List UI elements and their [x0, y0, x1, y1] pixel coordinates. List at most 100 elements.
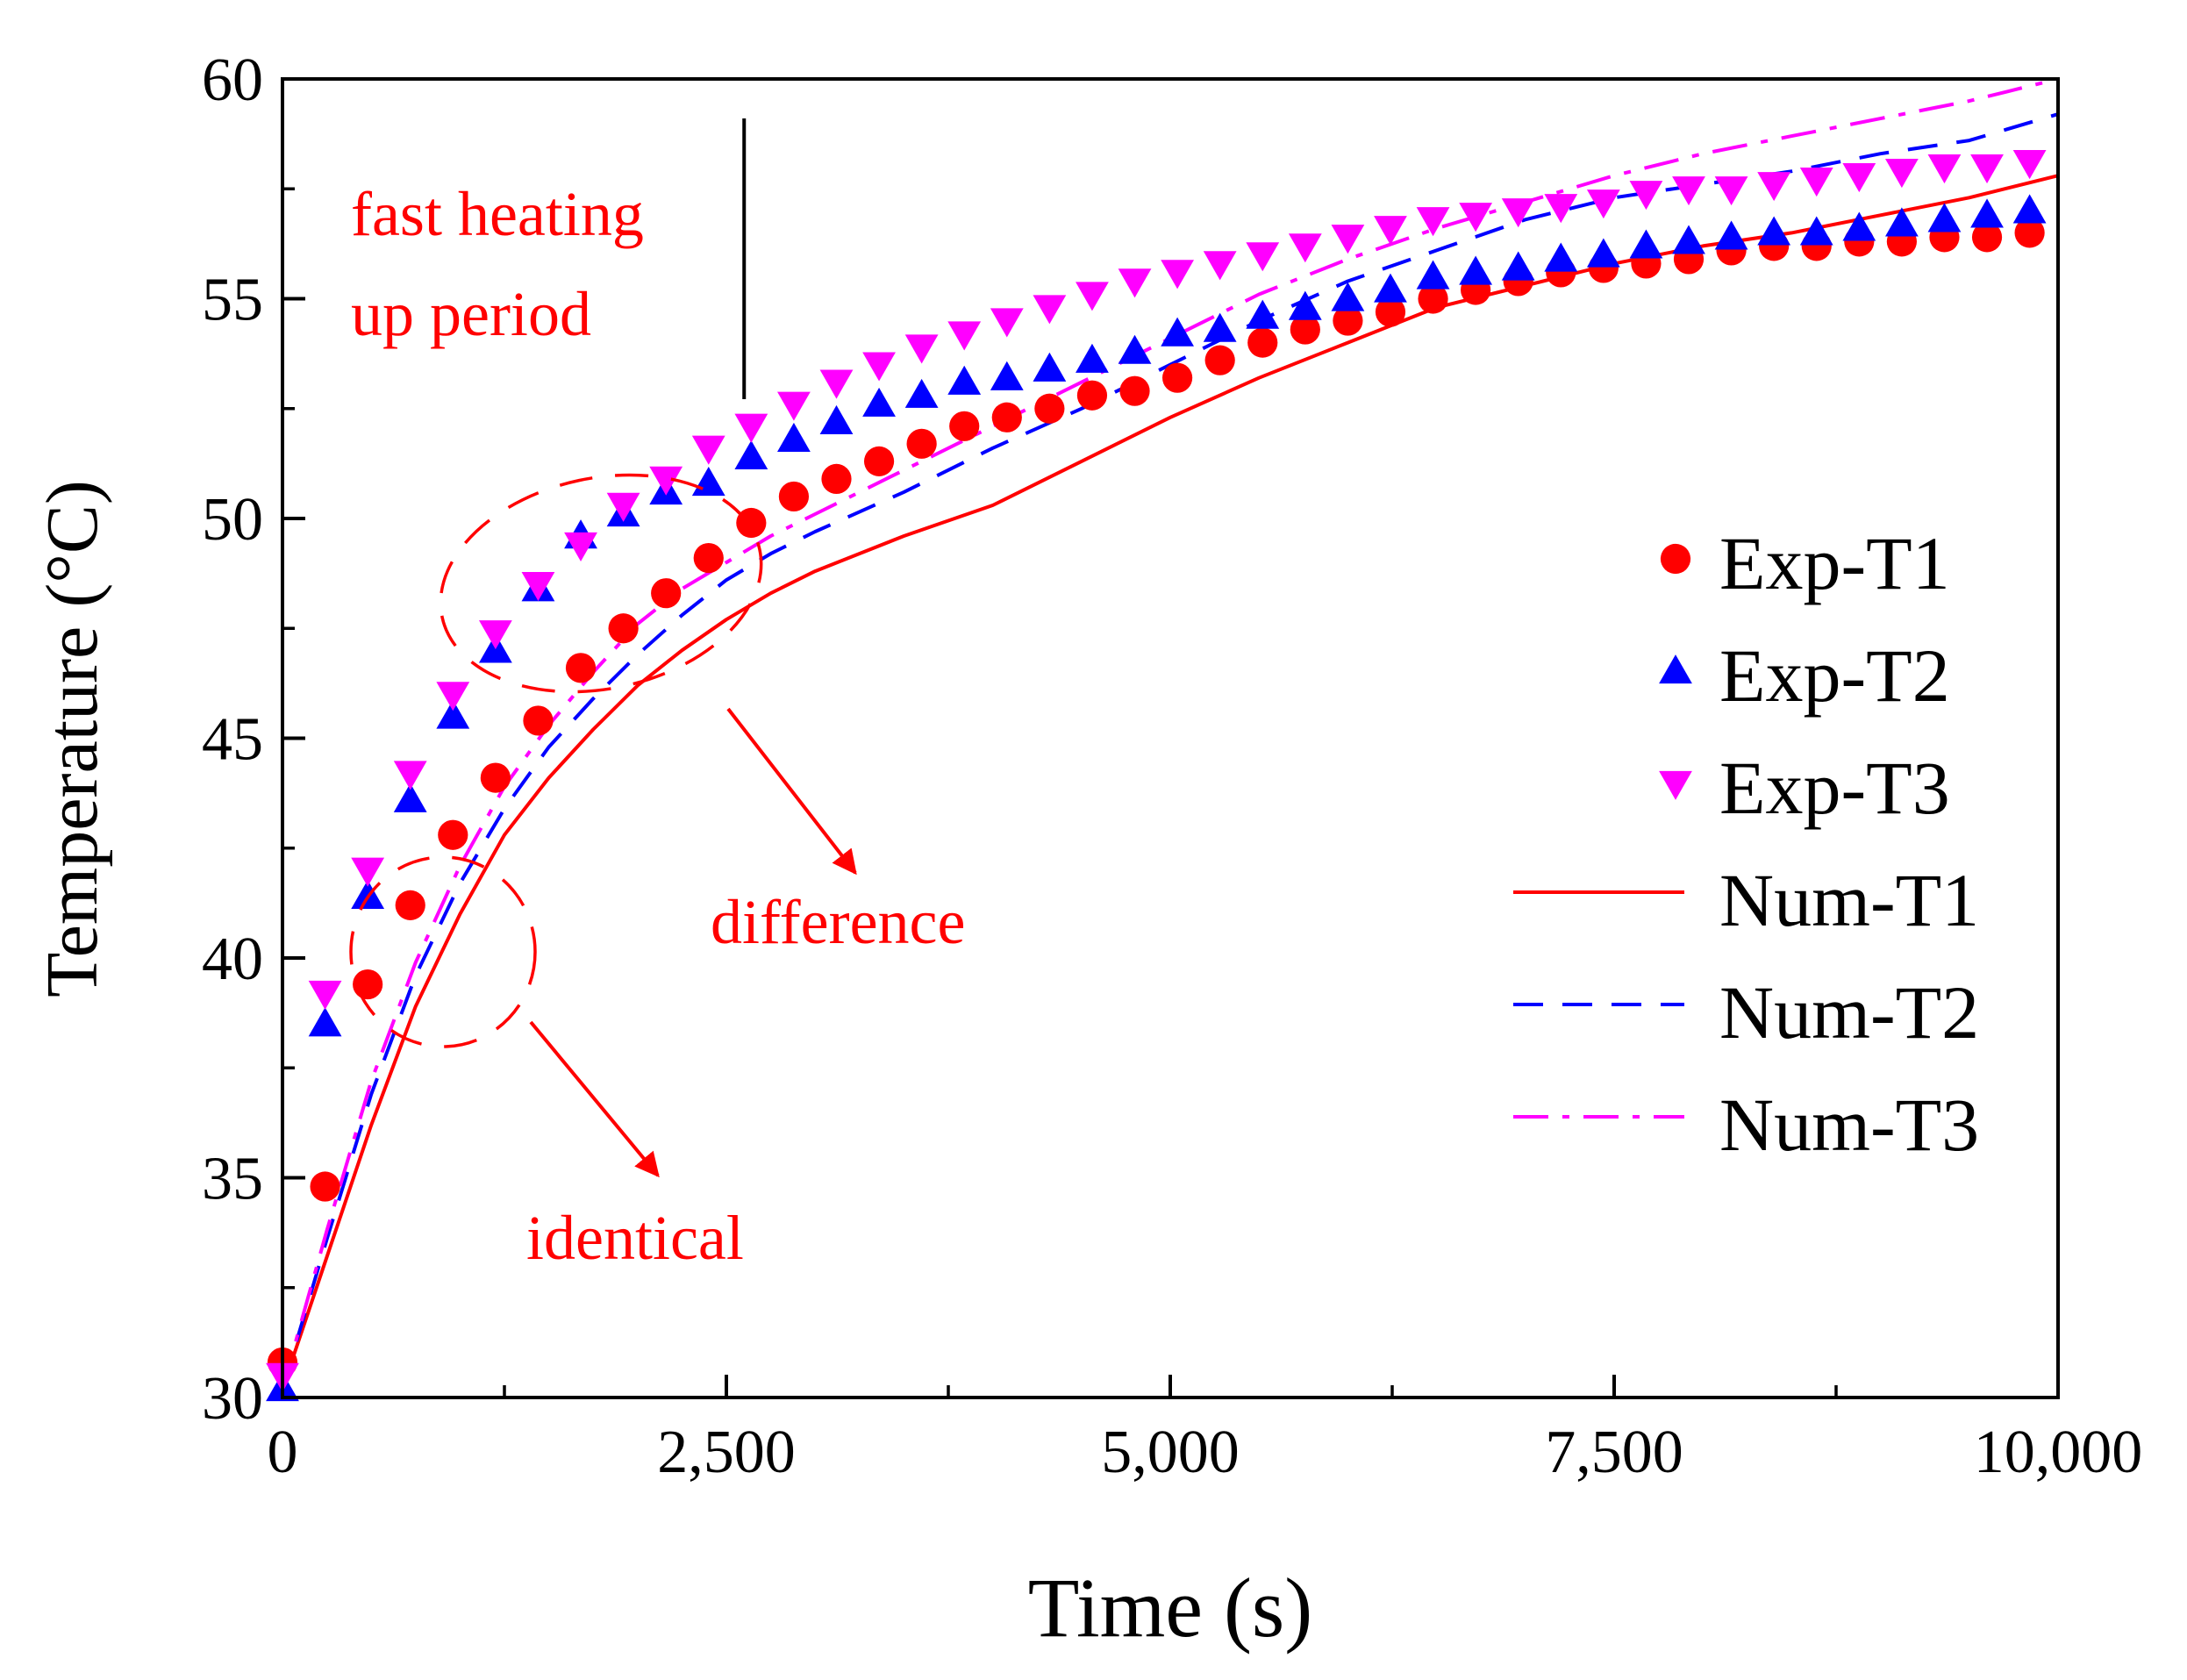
y-tick-label: 50	[202, 486, 263, 554]
data-point-exp-t1	[778, 481, 810, 512]
data-point-exp-t1	[1375, 297, 1406, 327]
data-point-exp-t1	[1204, 345, 1235, 375]
legend-symbol-exp-t3	[1659, 770, 1692, 800]
series-line-num-t3	[281, 77, 2059, 1390]
data-point-exp-t1	[821, 463, 852, 495]
identical-region-ellipse	[349, 855, 537, 1048]
legend-label-exp-t2: Exp-T2	[1719, 633, 1950, 718]
data-point-exp-t3	[1970, 154, 2004, 184]
data-point-exp-t2	[777, 422, 811, 452]
y-tick-label: 45	[202, 706, 263, 774]
x-axis-ticks	[281, 1375, 2060, 1398]
data-point-exp-t2	[2012, 194, 2047, 224]
legend-label-exp-t3: Exp-T3	[1719, 746, 1950, 830]
data-point-exp-t1	[438, 819, 468, 850]
data-point-exp-t3	[1033, 295, 1067, 325]
x-axis-tick-labels: 0 2,500 5,000 7,500 10,000	[268, 1419, 2143, 1486]
y-axis-title: Temperature (°C)	[32, 480, 113, 997]
data-point-exp-t2	[862, 387, 896, 417]
data-point-exp-t2	[436, 699, 470, 729]
data-point-exp-t3	[1672, 176, 1705, 206]
data-point-exp-t3	[947, 321, 982, 351]
data-point-exp-t2	[1246, 299, 1280, 329]
legend-label-num-t2: Num-T2	[1719, 970, 1979, 1054]
data-point-exp-t2	[1544, 242, 1578, 272]
data-point-exp-t1	[480, 762, 511, 793]
data-point-exp-t1	[1971, 222, 2003, 253]
data-point-exp-t3	[777, 391, 811, 421]
data-point-exp-t2	[1161, 317, 1194, 347]
data-point-exp-t3	[1757, 172, 1791, 202]
x-tick-label: 7,500	[1545, 1419, 1683, 1486]
legend-label-num-t1: Num-T1	[1719, 858, 1979, 942]
data-point-exp-t2	[1501, 251, 1535, 281]
series-line-num-t2	[281, 112, 2059, 1390]
data-point-exp-t3	[1714, 176, 1748, 206]
legend-entry-num-t1: Num-T1	[1513, 858, 1979, 942]
legend-symbol-exp-t2	[1659, 654, 1692, 684]
x-axis-title: Time (s)	[1028, 1561, 1313, 1655]
data-point-exp-t1	[565, 653, 597, 683]
data-point-exp-t1	[395, 890, 425, 920]
data-point-exp-t2	[1033, 352, 1067, 382]
data-point-exp-t2	[1586, 238, 1620, 268]
y-tick-label: 60	[202, 46, 263, 114]
data-point-exp-t2	[1927, 203, 1962, 232]
data-point-exp-t3	[990, 308, 1024, 338]
data-point-exp-t3	[1374, 216, 1407, 246]
data-point-exp-t3	[1118, 268, 1152, 298]
x-tick-label: 2,500	[657, 1419, 796, 1486]
data-point-exp-t2	[1842, 211, 1876, 241]
data-point-exp-t3	[606, 492, 640, 522]
legend-entry-num-t3: Num-T3	[1513, 1083, 1979, 1167]
data-point-exp-t1	[991, 402, 1022, 433]
y-tick-label: 30	[202, 1365, 263, 1433]
data-point-exp-t2	[351, 879, 385, 910]
y-tick-label: 55	[202, 267, 263, 334]
legend-entry-exp-t2: Exp-T2	[1659, 633, 1950, 718]
data-point-exp-t1	[651, 578, 682, 609]
x-tick-label: 5,000	[1101, 1419, 1240, 1486]
x-tick-label: 10,000	[1974, 1419, 2143, 1486]
y-tick-label: 40	[202, 926, 263, 993]
data-point-exp-t2	[1799, 216, 1833, 246]
difference-region-ellipse	[439, 473, 763, 694]
data-point-exp-t2	[1374, 273, 1407, 303]
data-point-exp-t1	[523, 705, 554, 736]
data-point-exp-t3	[351, 857, 385, 887]
data-point-exp-t3	[1076, 282, 1109, 311]
data-point-exp-t3	[1842, 163, 1876, 193]
data-point-exp-t3	[1203, 251, 1237, 281]
annotations: fast heating up period difference identi…	[349, 118, 965, 1273]
data-point-exp-t3	[1459, 203, 1493, 232]
data-point-exp-t2	[1884, 207, 1919, 237]
y-tick-label: 35	[202, 1146, 263, 1213]
data-point-exp-t1	[353, 969, 383, 1000]
data-point-exp-t1	[608, 613, 639, 644]
data-point-exp-t3	[393, 761, 427, 790]
data-point-exp-t2	[947, 365, 982, 395]
data-point-exp-t1	[1076, 380, 1108, 411]
data-point-exp-t3	[478, 620, 512, 650]
data-point-exp-t1	[1333, 305, 1363, 336]
data-point-exp-t2	[1459, 255, 1493, 285]
annotation-fast-heating-line2: up period	[351, 279, 591, 349]
data-point-exp-t2	[990, 361, 1024, 390]
data-point-exp-t1	[1119, 375, 1150, 406]
data-point-exp-t2	[1203, 312, 1237, 342]
legend-label-num-t3: Num-T3	[1719, 1083, 1979, 1167]
data-point-exp-t1	[1034, 393, 1065, 424]
y-axis-tick-labels: 30 35 40 45 50 55 60	[202, 46, 263, 1433]
identical-arrow	[529, 1020, 660, 1178]
data-point-exp-t3	[308, 980, 342, 1010]
data-point-exp-t1	[693, 542, 724, 574]
data-point-exp-t1	[863, 446, 895, 476]
data-point-exp-t3	[1799, 168, 1833, 197]
legend-entry-exp-t3: Exp-T3	[1659, 746, 1950, 830]
data-point-exp-t3	[2012, 150, 2047, 180]
data-point-exp-t3	[1161, 260, 1194, 290]
data-point-exp-t3	[1331, 225, 1365, 254]
data-point-exp-t3	[564, 532, 597, 561]
annotation-fast-heating-line1: fast heating	[351, 179, 644, 249]
